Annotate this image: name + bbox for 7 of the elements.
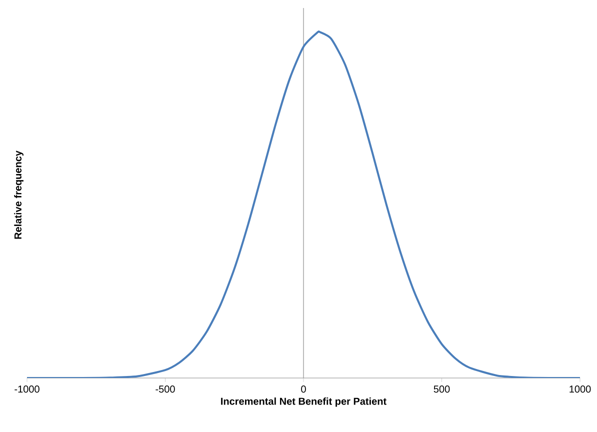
x-axis-title: Incremental Net Benefit per Patient [221,397,386,407]
x-tick-label: 500 [434,386,450,393]
y-axis-title: Relative frequency [14,150,24,239]
x-tick-label: 0 [301,386,306,393]
x-tick-label: -1000 [14,386,40,393]
x-tick-label: -500 [156,386,175,393]
x-tick-label: 1000 [570,386,591,393]
